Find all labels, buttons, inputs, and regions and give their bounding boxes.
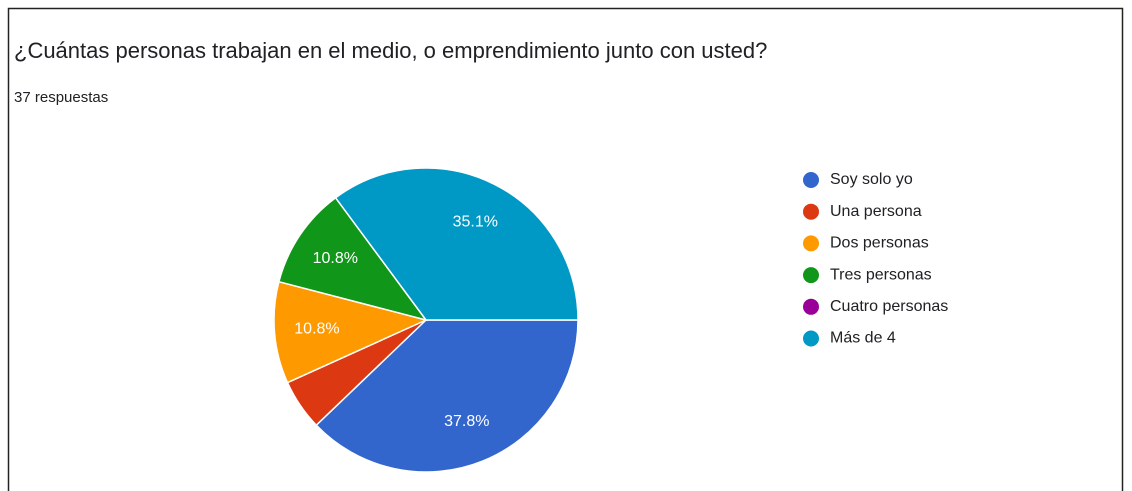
legend-swatch xyxy=(803,172,819,188)
chart-subtitle: 37 respuestas xyxy=(14,89,108,106)
legend-swatch xyxy=(803,235,819,252)
legend-swatch xyxy=(803,330,819,347)
legend-label: Cuatro personas xyxy=(830,298,948,315)
legend-swatch xyxy=(803,203,819,220)
pie-slice xyxy=(277,196,428,322)
data-label: 10.8% xyxy=(294,320,339,337)
pie-slice xyxy=(273,280,429,384)
legend-label: Soy solo yo xyxy=(830,171,913,188)
legend-swatch xyxy=(803,298,819,315)
pie-slice xyxy=(315,319,579,473)
legend-label: Tres personas xyxy=(830,266,932,283)
legend-label: Una persona xyxy=(830,203,922,220)
pie-slice xyxy=(334,167,579,321)
data-label: 10.8% xyxy=(313,250,358,267)
data-label: 37.8% xyxy=(444,413,489,430)
legend-swatch xyxy=(803,267,819,284)
data-label: 35.1% xyxy=(453,213,498,230)
legend-label: Dos personas xyxy=(830,235,929,252)
frame xyxy=(7,7,1124,491)
legend-label: Más de 4 xyxy=(830,330,896,347)
chart-title: ¿Cuántas personas trabajan en el medio, … xyxy=(14,38,767,63)
